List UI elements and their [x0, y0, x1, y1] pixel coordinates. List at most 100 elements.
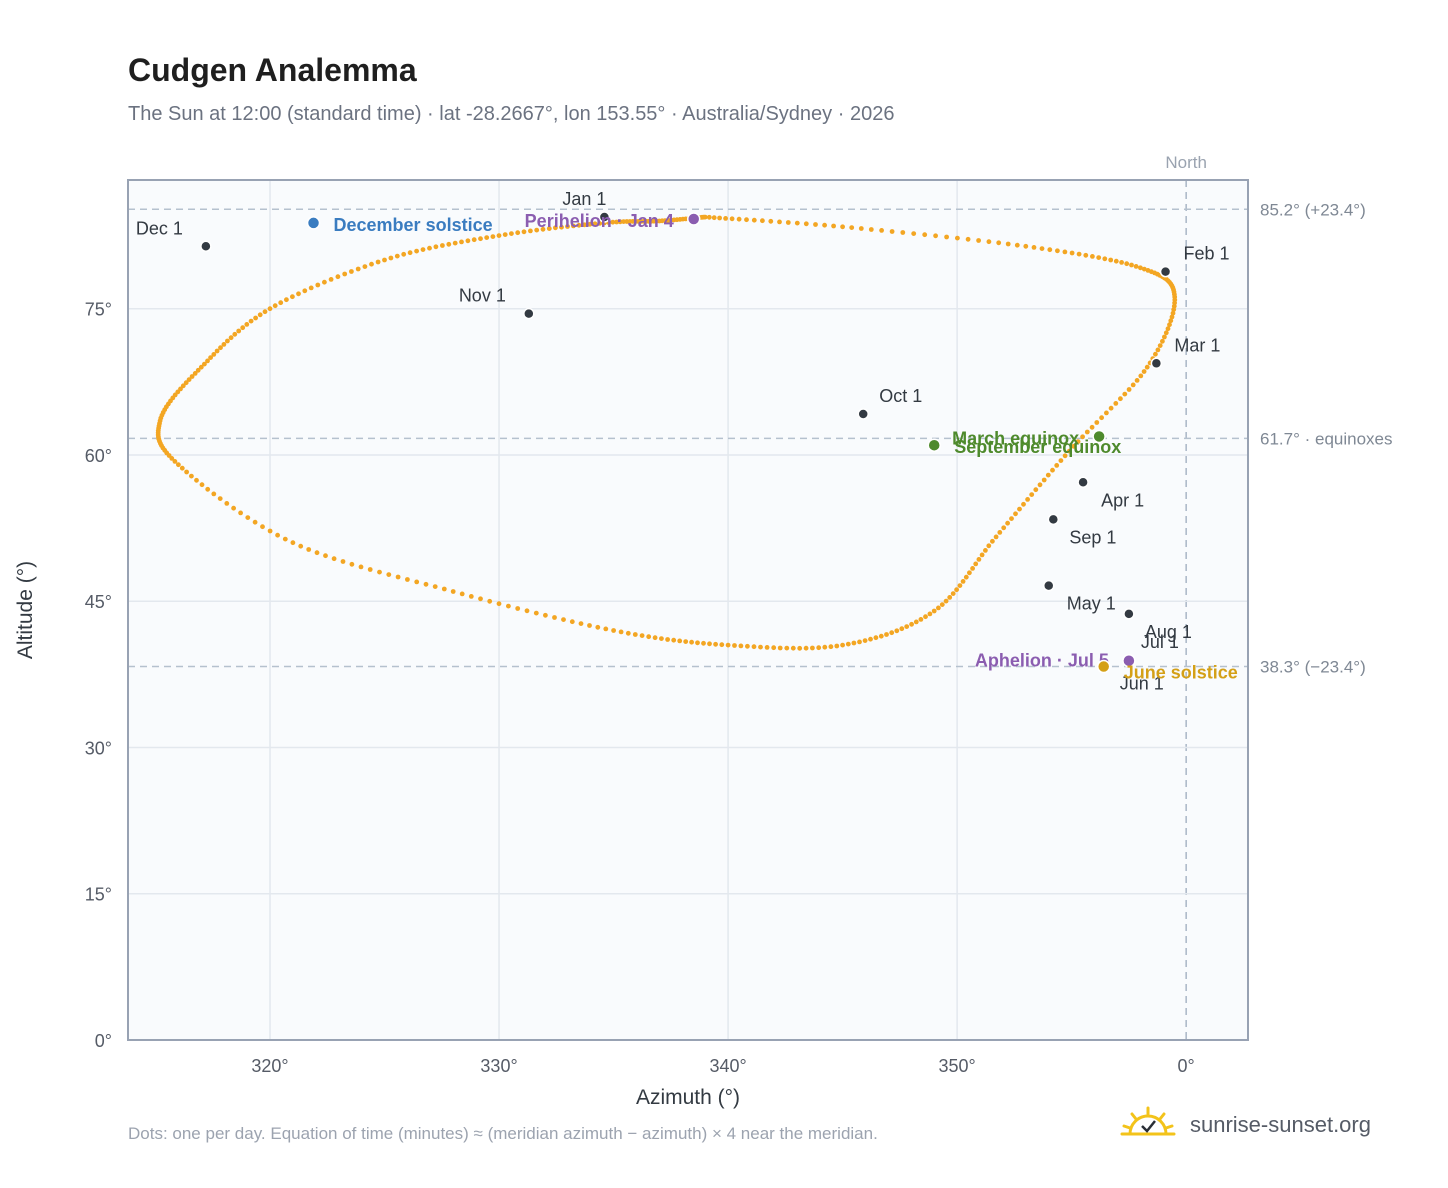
month-marker — [1047, 513, 1060, 526]
daily-dot — [618, 629, 624, 635]
daily-dot — [208, 355, 214, 360]
daily-dot — [199, 482, 205, 488]
reference-label: 38.3° (−23.4°) — [1260, 658, 1366, 677]
month-label: Jan 1 — [562, 189, 606, 209]
daily-dot — [1031, 245, 1037, 250]
daily-dot — [314, 550, 320, 556]
daily-dot — [1045, 472, 1051, 478]
daily-dot — [214, 348, 220, 354]
daily-dot — [221, 342, 227, 347]
daily-dot — [595, 624, 601, 630]
daily-dot — [1090, 254, 1095, 259]
daily-dot — [267, 306, 273, 312]
daily-dot — [484, 235, 490, 241]
daily-dot — [1084, 429, 1090, 435]
daily-dot — [528, 228, 533, 234]
event-label: Perihelion · Jan 4 — [525, 211, 674, 231]
daily-dot — [496, 601, 502, 607]
month-marker — [1042, 579, 1055, 592]
daily-dot — [465, 238, 471, 244]
daily-dot — [452, 240, 458, 246]
daily-dot — [202, 361, 207, 367]
daily-dot — [894, 628, 900, 634]
daily-dot — [963, 574, 969, 580]
daily-dot — [1029, 492, 1035, 497]
daily-dot — [922, 232, 928, 238]
event-marker — [1092, 429, 1106, 444]
month-label: Oct 1 — [879, 386, 922, 406]
daily-dot — [231, 505, 237, 511]
daily-dot — [253, 315, 258, 321]
daily-dot — [308, 285, 314, 291]
month-marker — [1150, 357, 1163, 370]
daily-dot — [468, 594, 474, 599]
daily-dot — [179, 465, 185, 471]
event-marker — [306, 216, 321, 230]
daily-dot — [967, 570, 972, 576]
daily-dot — [478, 236, 483, 242]
daily-dot — [1075, 439, 1081, 444]
brand[interactable]: sunrise-sunset.org — [1120, 1104, 1400, 1148]
daily-dot — [377, 569, 382, 575]
daily-dot — [1099, 415, 1104, 421]
x-tick-label: 340° — [709, 1056, 746, 1076]
x-tick-label: 350° — [939, 1056, 976, 1076]
daily-dot — [943, 598, 949, 604]
daily-dot — [1013, 511, 1018, 517]
daily-dot — [420, 247, 426, 253]
daily-dot — [884, 632, 889, 637]
daily-dot — [238, 510, 244, 516]
event-label: September equinox — [954, 437, 1121, 457]
daily-dot — [441, 586, 447, 592]
daily-dot — [189, 374, 195, 379]
daily-dot — [1033, 487, 1039, 493]
daily-dot — [244, 322, 250, 327]
daily-dot — [732, 643, 737, 648]
daily-dot — [717, 215, 722, 221]
daily-dot — [290, 294, 295, 300]
daily-dot — [224, 501, 230, 506]
daily-dot — [561, 617, 566, 622]
y-tick-label: 45° — [85, 592, 112, 612]
daily-dot — [1083, 252, 1089, 258]
daily-dot — [1108, 257, 1114, 263]
x-tick-label: 330° — [480, 1056, 517, 1076]
daily-dot — [1066, 448, 1072, 454]
brand-name: sunrise-sunset.org — [1190, 1112, 1371, 1137]
daily-dot — [1153, 351, 1158, 357]
daily-dot — [1133, 264, 1139, 269]
daily-dot — [502, 232, 508, 238]
daily-dot — [184, 469, 190, 475]
daily-dot — [911, 231, 917, 237]
y-tick-label: 60° — [85, 446, 112, 466]
daily-dot — [355, 266, 361, 272]
daily-dot — [323, 553, 328, 559]
daily-dot — [683, 639, 689, 644]
event-label: March equinox — [952, 428, 1079, 448]
daily-dot — [701, 640, 706, 646]
daily-dot — [178, 386, 183, 392]
daily-dot — [950, 591, 956, 596]
daily-dot — [576, 222, 582, 228]
daily-dot — [248, 318, 254, 324]
daily-dot — [278, 300, 284, 306]
daily-dot — [868, 227, 874, 232]
daily-dot — [211, 491, 217, 497]
x-tick-label: 320° — [251, 1056, 288, 1076]
daily-dot — [1138, 265, 1143, 271]
daily-dot — [592, 221, 598, 227]
x-tick-label: 0° — [1178, 1056, 1195, 1076]
daily-dot — [322, 279, 327, 285]
daily-dot — [414, 579, 420, 585]
daily-dot — [587, 623, 592, 628]
daily-dot — [970, 566, 975, 571]
daily-dot — [358, 564, 364, 570]
daily-dot — [342, 271, 348, 277]
daily-dot — [744, 217, 749, 223]
daily-dot — [225, 338, 230, 344]
daily-dot — [375, 259, 381, 265]
reference-label: 85.2° (+23.4°) — [1260, 200, 1366, 219]
daily-dot — [900, 230, 906, 235]
daily-dot — [194, 477, 199, 483]
